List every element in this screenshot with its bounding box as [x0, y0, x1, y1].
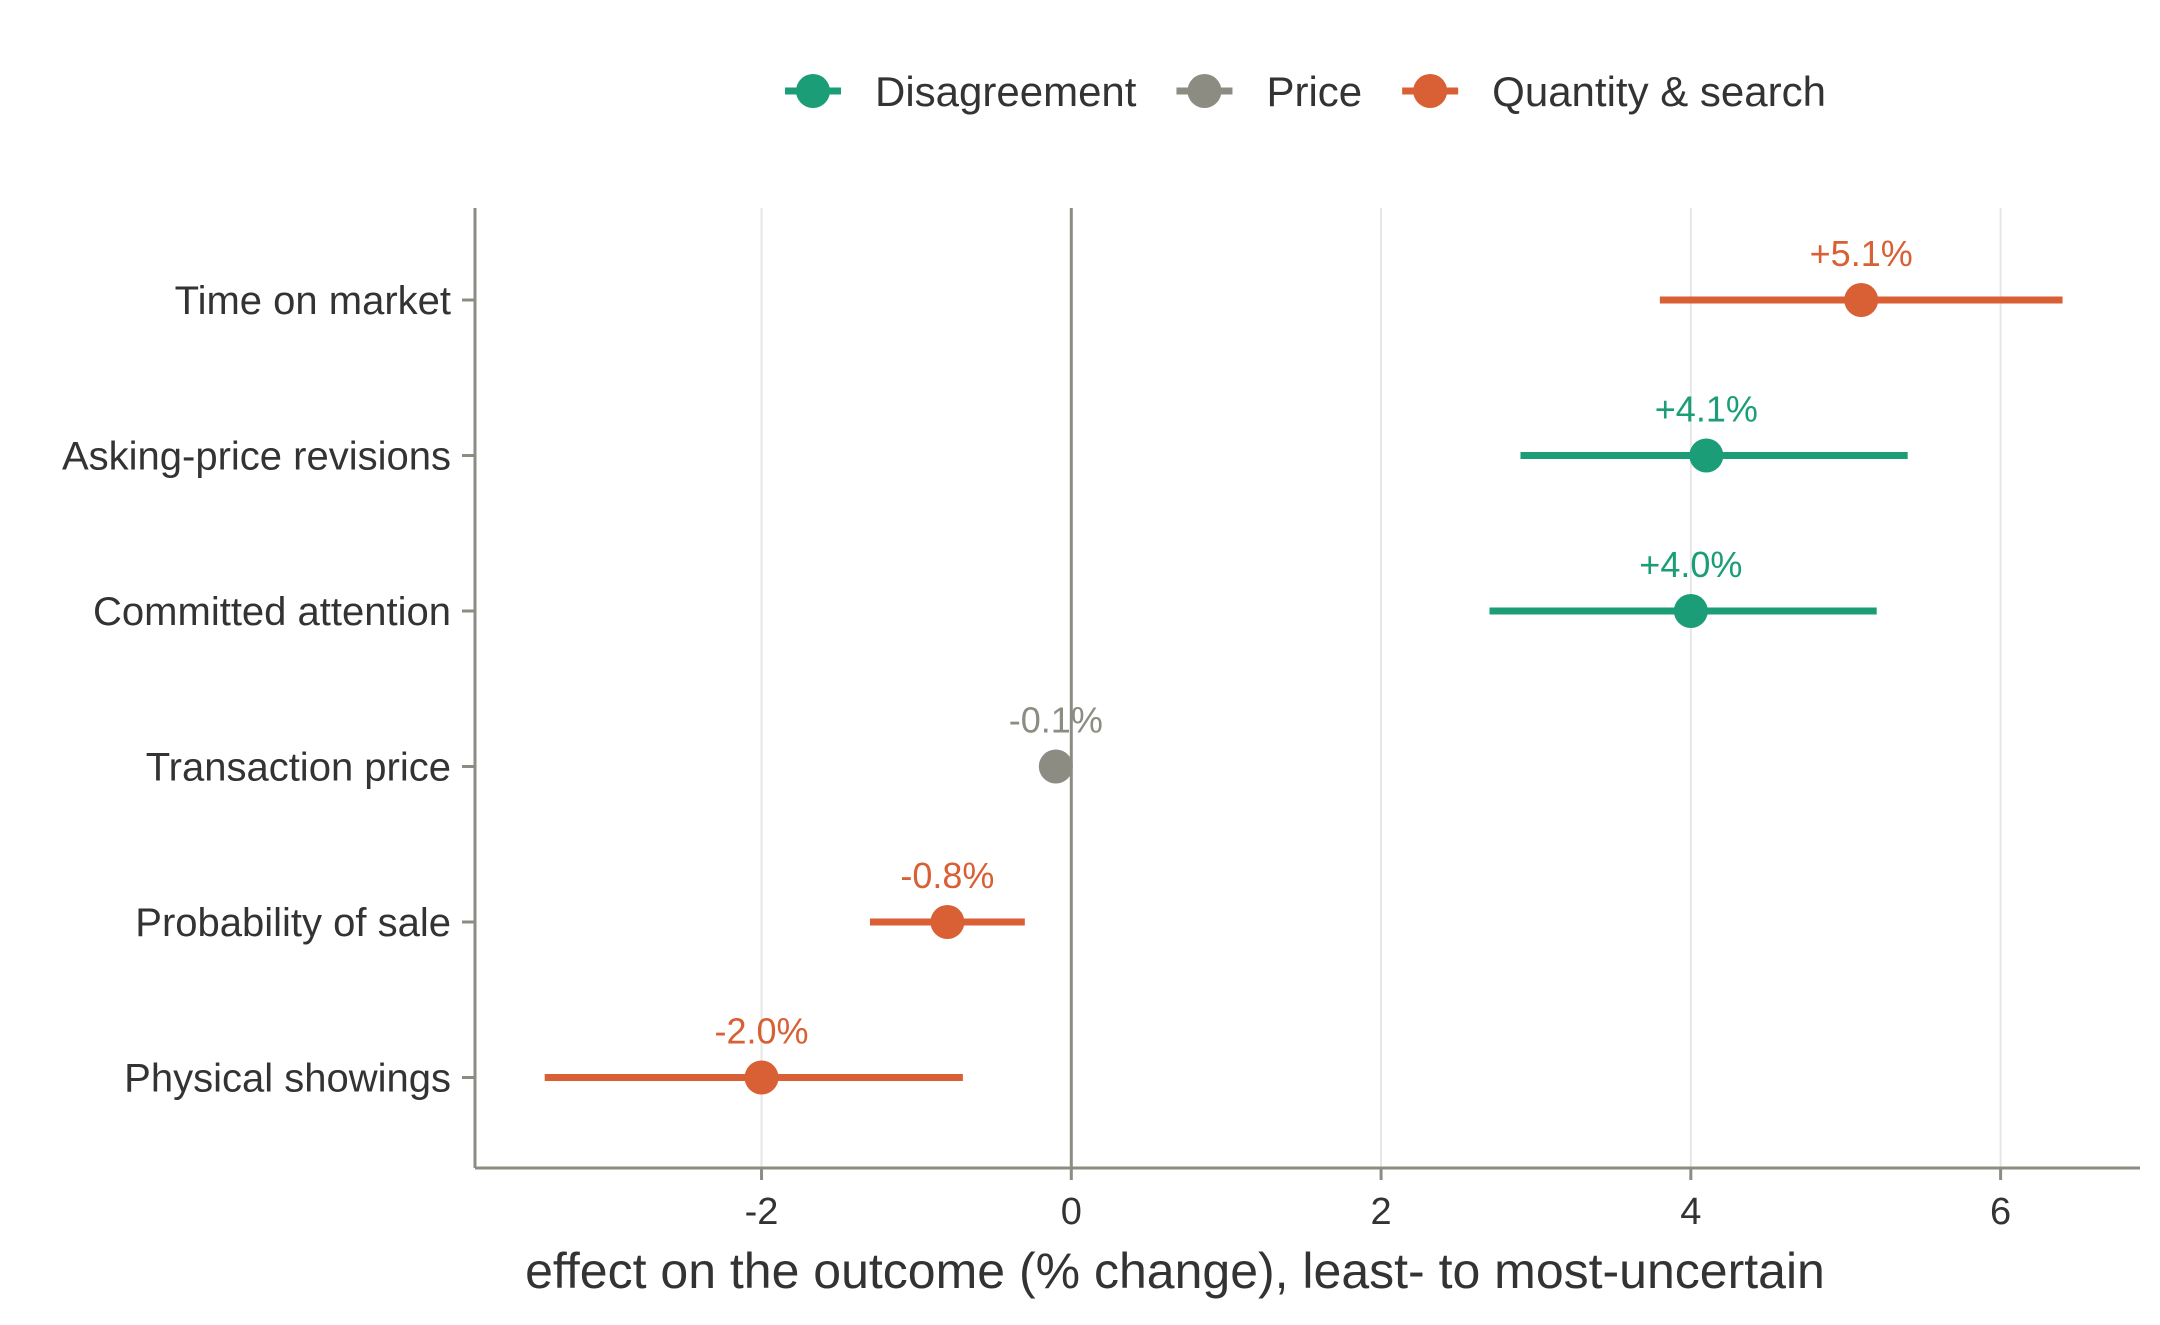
x-tick-label: 4	[1680, 1191, 1701, 1233]
value-label: +4.1%	[1655, 389, 1758, 430]
y-category-label: Committed attention	[93, 590, 451, 634]
legend-label: Price	[1266, 68, 1362, 115]
value-label: +4.0%	[1639, 544, 1742, 585]
x-tick-label: -2	[745, 1191, 779, 1233]
value-label: +5.1%	[1810, 233, 1913, 274]
point-estimate	[1673, 594, 1708, 628]
point-estimate	[1038, 749, 1073, 784]
legend-label: Quantity & search	[1492, 68, 1826, 115]
grid-layer	[760, 208, 2002, 1168]
point-estimate	[1844, 283, 1879, 317]
legend-key-point	[1187, 74, 1222, 108]
legend-key-point	[796, 74, 830, 108]
x-tick-label: 2	[1370, 1191, 1391, 1233]
marks-layer: +5.1% +4.1% +4.0% -0.1% -0.8% -2.0%	[544, 233, 2063, 1095]
x-tick-label: 0	[1061, 1191, 1082, 1233]
legend-key-point	[1413, 74, 1448, 108]
y-category-label: Asking-price revisions	[62, 435, 451, 479]
x-axis-title: effect on the outcome (% change), least-…	[525, 1243, 1825, 1299]
x-tick-label: 6	[1990, 1191, 2011, 1233]
point-estimate	[930, 905, 965, 939]
y-category-label: Probability of sale	[135, 901, 451, 945]
value-label: -0.8%	[900, 855, 994, 896]
value-label: -0.1%	[1009, 700, 1103, 741]
y-category-label: Physical showings	[124, 1057, 451, 1101]
axis-layer: -2 0 2 4 6 Time on market Asking-price revisio…	[62, 208, 2140, 1233]
point-estimate	[1689, 438, 1724, 473]
y-category-label: Time on market	[175, 279, 451, 323]
point-estimate	[744, 1060, 779, 1095]
y-category-label: Transaction price	[146, 746, 451, 790]
legend-label: Disagreement	[875, 68, 1137, 115]
legend: Disagreement Price Quantity & search	[785, 68, 1826, 115]
value-label: -2.0%	[715, 1011, 809, 1052]
